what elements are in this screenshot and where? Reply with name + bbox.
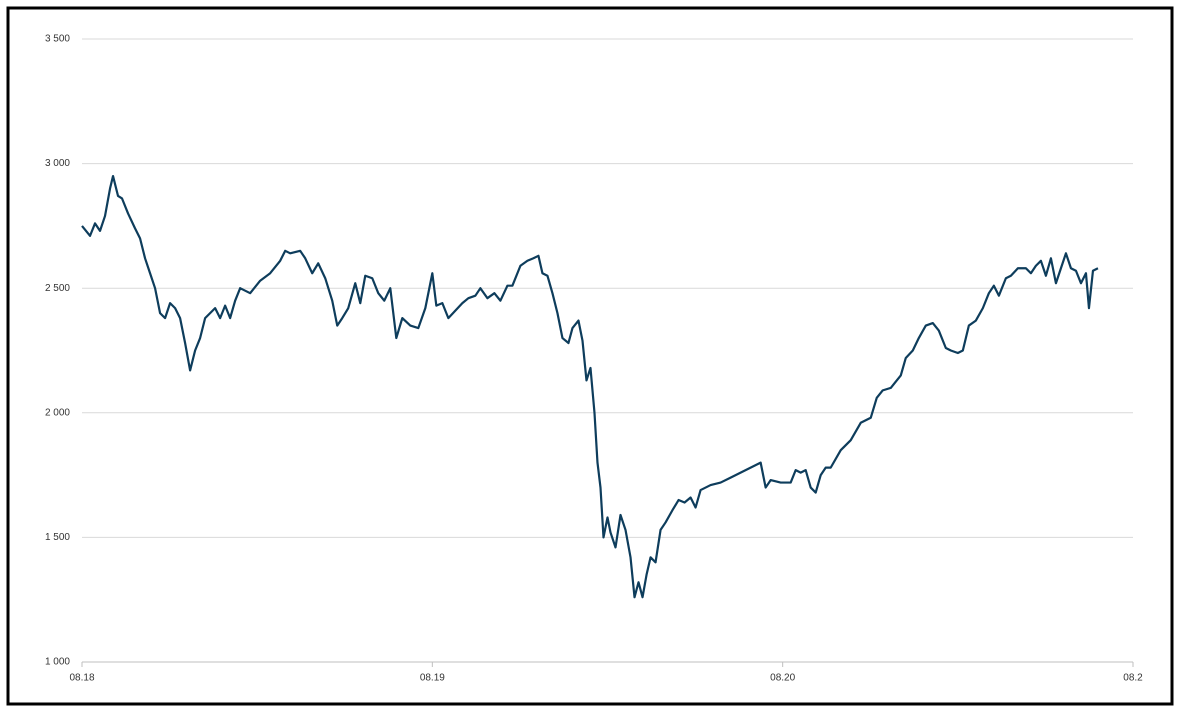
y-tick-label: 2 000 xyxy=(45,407,70,418)
data-line xyxy=(81,174,1099,599)
x-tick-label: 08.20 xyxy=(770,673,795,684)
y-tick-label: 3 500 xyxy=(45,34,70,45)
y-tick-label: 2 500 xyxy=(45,283,70,294)
x-tick-label: 08.18 xyxy=(69,673,94,684)
x-tick-label: 08.2 xyxy=(1123,673,1143,684)
y-tick-label: 1 500 xyxy=(45,532,70,543)
x-tick-label: 08.19 xyxy=(420,673,445,684)
y-tick-label: 3 000 xyxy=(45,158,70,169)
y-tick-label: 1 000 xyxy=(45,657,70,668)
frame xyxy=(6,6,1174,706)
